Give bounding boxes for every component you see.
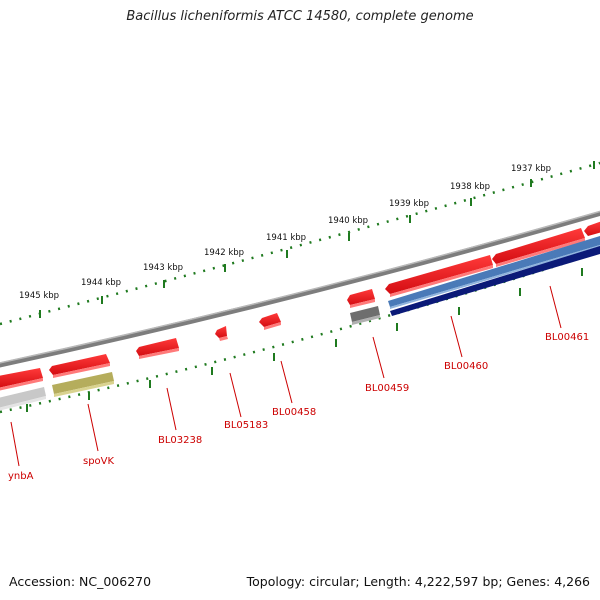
forward-gene-spoVK[interactable] [49,354,110,378]
scale-label-1940: 1940 kbp [328,216,368,226]
outer-scale-ticks [0,161,600,326]
gene-label-BL00460[interactable]: BL00460 [444,361,488,372]
scale-label-1942: 1942 kbp [204,248,244,258]
scale-label-1941: 1941 kbp [266,233,306,243]
scale-label-1939: 1939 kbp [389,199,429,209]
reverse-gene-BL00459[interactable] [350,306,380,325]
leader-BL00460 [450,315,463,358]
reverse-gene-spoVK[interactable] [52,372,114,397]
accession-text: Accession: NC_006270 [9,574,152,589]
gene-label-ynbA[interactable]: ynbA [8,471,34,482]
leader-BL00458 [280,360,293,404]
forward-gene-ynbA[interactable] [0,368,43,391]
reverse-gene-BL00461[interactable] [390,246,600,316]
leader-spoVK [87,403,99,452]
forward-gene-BL00458[interactable] [259,313,281,330]
gene-label-BL05183[interactable]: BL05183 [224,420,268,431]
scale-label-1944: 1944 kbp [81,278,121,288]
scale-label-1937: 1937 kbp [511,164,551,174]
gene-label-spoVK[interactable]: spoVK [83,456,115,467]
forward-gene-BL03238[interactable] [136,338,179,359]
gene-label-BL00458[interactable]: BL00458 [272,407,316,418]
forward-gene-BL00461[interactable] [492,228,585,267]
gene-label-BL03238[interactable]: BL03238 [158,435,202,446]
map-title: Bacillus licheniformis ATCC 14580, compl… [126,9,474,24]
reverse-gene-ynbA[interactable] [0,387,46,411]
leader-BL03238 [166,387,177,431]
forward-gene-BL00460[interactable] [385,255,493,297]
genome-backbone-highlight [0,210,600,364]
forward-gene-BL05183[interactable] [215,326,228,341]
forward-gene-next[interactable] [584,221,600,236]
leader-BL05183 [229,372,242,418]
genome-summary-text: Topology: circular; Length: 4,222,597 bp… [246,574,590,589]
forward-gene-BL00459[interactable] [347,289,375,308]
scale-label-1938: 1938 kbp [450,182,490,192]
genome-backbone [0,210,600,368]
gene-label-BL00459[interactable]: BL00459 [365,383,409,394]
leader-BL00459 [372,336,385,379]
leader-ynbA [10,421,20,467]
gene-label-BL00461[interactable]: BL00461 [545,332,589,343]
reverse-gene-BL00460[interactable] [388,236,600,309]
scale-label-1945: 1945 kbp [19,291,59,301]
scale-label-1943: 1943 kbp [143,263,183,273]
leader-BL00461 [549,285,562,329]
